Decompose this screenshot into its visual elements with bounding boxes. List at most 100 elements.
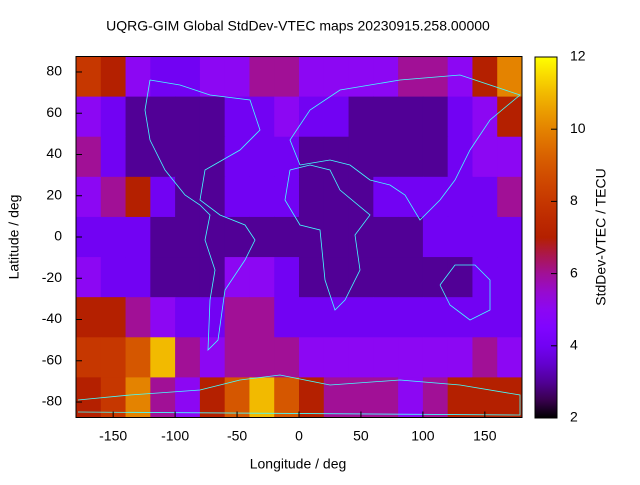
heatmap-cell [175, 337, 201, 378]
y-axis-label: Latitude / deg [6, 195, 22, 280]
heatmap-cell [447, 216, 473, 258]
heatmap-cell [447, 96, 473, 138]
heatmap-cell [125, 96, 151, 138]
heatmap-cell [150, 176, 176, 218]
heatmap-cell [150, 257, 176, 298]
heatmap-cell [323, 337, 350, 378]
heatmap-cell [224, 377, 250, 418]
heatmap-cell [323, 216, 350, 258]
heatmap-cell [100, 56, 127, 98]
y-tick-label: -40 [42, 310, 62, 326]
y-tick-label: -80 [42, 393, 62, 409]
heatmap-cell [150, 96, 176, 138]
heatmap-cell [100, 257, 127, 298]
heatmap-cell [422, 176, 449, 218]
heatmap-cell [373, 297, 399, 338]
heatmap-cell [398, 56, 424, 98]
heatmap-cell [199, 56, 226, 98]
heatmap-cell [348, 216, 374, 258]
heatmap-cell [249, 377, 275, 418]
heatmap-cell [497, 56, 523, 98]
heatmap-cell [472, 136, 498, 178]
heatmap-cell [299, 297, 325, 338]
heatmap-cell [76, 96, 102, 138]
colorbar [534, 56, 558, 419]
coastline [144, 79, 261, 352]
heatmap-cell [348, 96, 374, 138]
heatmap-cell [299, 337, 325, 378]
heatmap-cell [422, 297, 449, 338]
y-tick-label: -60 [42, 351, 62, 367]
heatmap-cell [447, 56, 473, 98]
heatmap-cell [323, 56, 350, 98]
y-tick-label: 20 [46, 186, 62, 202]
heatmap-cell [472, 56, 498, 98]
heatmap-cell [348, 136, 374, 178]
heatmap-cell [299, 56, 325, 98]
heatmap-cell [398, 96, 424, 138]
heatmap-cell [150, 297, 176, 338]
heatmap-cell [76, 176, 102, 218]
heatmap-cell [125, 297, 151, 338]
heatmap-cell [224, 136, 250, 178]
heatmap-cell [398, 337, 424, 378]
heatmap-cell [323, 136, 350, 178]
x-axis-label: Longitude / deg [250, 456, 347, 472]
x-tick-label: 0 [295, 428, 303, 444]
x-tick-label: 50 [353, 428, 369, 444]
heatmap-cell [274, 176, 300, 218]
x-tick-label: -100 [161, 428, 189, 444]
x-tick-label: 150 [473, 428, 497, 444]
heatmap-cell [398, 377, 424, 418]
heatmap-cell [249, 216, 275, 258]
heatmap-cell [175, 56, 201, 98]
y-tick-label: 40 [46, 145, 62, 161]
heatmap-cell [373, 136, 399, 178]
heatmap-cell [447, 136, 473, 178]
heatmap-cell [497, 297, 523, 338]
y-tick-label: 80 [46, 63, 62, 79]
heatmap-cell [175, 96, 201, 138]
heatmap-cell [175, 377, 201, 418]
heatmap-cell [497, 136, 523, 178]
heatmap-cell [125, 216, 151, 258]
heatmap-cell [348, 377, 374, 418]
heatmap-cell [274, 96, 300, 138]
coastline [439, 264, 491, 321]
coastline [289, 74, 521, 221]
x-tick-label: -150 [99, 428, 127, 444]
heatmap-cell [249, 176, 275, 218]
heatmap-cell [472, 297, 498, 338]
heatmap-cell [447, 297, 473, 338]
heatmap-cell [348, 337, 374, 378]
y-tick-label: 60 [46, 104, 62, 120]
coastline [284, 164, 371, 311]
colorbar-label: StdDev-VTEC / TECU [593, 168, 609, 305]
heatmap-cell [472, 337, 498, 378]
heatmap-cell [175, 297, 201, 338]
heatmap-cell [447, 257, 473, 298]
heatmap-cell [422, 337, 449, 378]
heatmap-cell [125, 176, 151, 218]
heatmap-cell [274, 257, 300, 298]
heatmap-cell [150, 56, 176, 98]
heatmap-cell [199, 377, 226, 418]
heatmap-cell [323, 377, 350, 418]
heatmap-cell [224, 56, 250, 98]
heatmap-cell [497, 337, 523, 378]
colorbar-tick-label: 10 [570, 120, 586, 136]
heatmap-cell [447, 176, 473, 218]
heatmap-cell [373, 257, 399, 298]
colorbar-tick-label: 8 [570, 192, 578, 208]
heatmap-cell [150, 337, 176, 378]
heatmap-cell [472, 377, 498, 418]
heatmap-cell [373, 337, 399, 378]
heatmap-cell [373, 56, 399, 98]
heatmap-cell [373, 176, 399, 218]
heatmap-cell [249, 257, 275, 298]
heatmap-cell [299, 257, 325, 298]
heatmap-cell [125, 257, 151, 298]
heatmap-cell [348, 297, 374, 338]
heatmap-cell [199, 96, 226, 138]
heatmap-cell [249, 96, 275, 138]
